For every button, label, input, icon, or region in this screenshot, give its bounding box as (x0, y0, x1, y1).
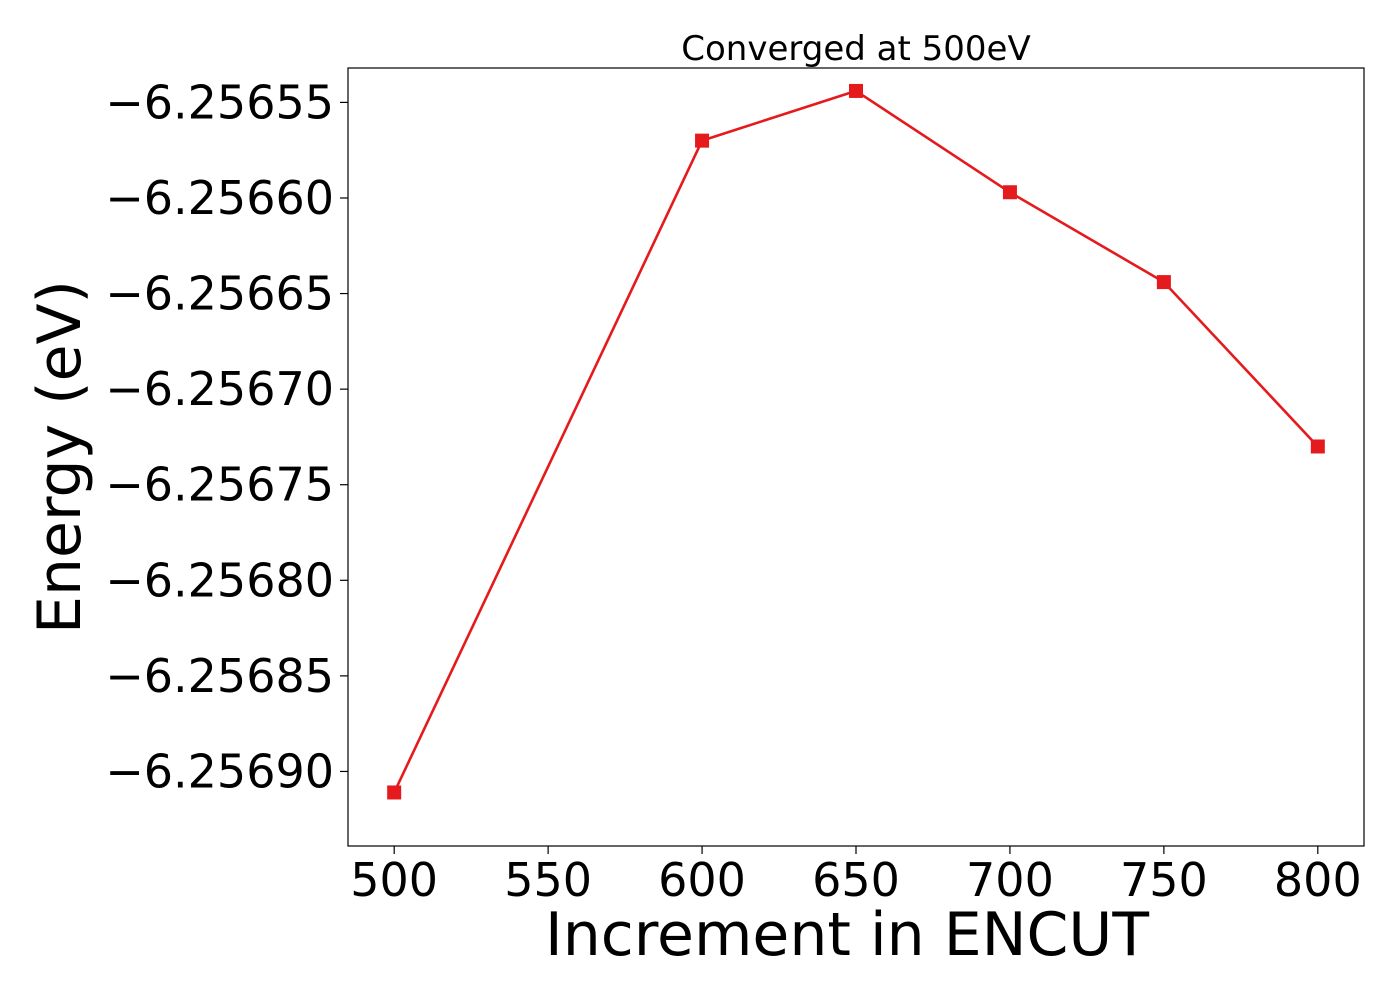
data-point-marker (387, 785, 402, 800)
x-tick-label: 500 (350, 853, 438, 907)
chart-title: Converged at 500eV (681, 29, 1030, 69)
data-point-marker (695, 133, 710, 148)
y-axis-label: Energy (eV) (25, 280, 95, 634)
y-axis-ticks: −6.25655 −6.25660 −6.25665 −6.25670 −6.25675… (105, 75, 348, 798)
x-tick-label: 650 (812, 853, 900, 907)
y-tick-label: −6.25660 (105, 171, 334, 225)
y-tick-label: −6.25680 (105, 553, 334, 607)
data-point-marker (1002, 185, 1017, 200)
series-line (393, 89, 1319, 794)
data-point-marker (1156, 275, 1171, 290)
x-axis-label: Increment in ENCUT (545, 900, 1149, 970)
y-tick-label: −6.25670 (105, 362, 334, 416)
x-tick-label: 600 (658, 853, 746, 907)
x-axis-ticks: 500 550 600 650 700 750 800 (350, 846, 1362, 907)
plot-area (387, 83, 1325, 800)
y-tick-label: −6.25685 (105, 649, 334, 703)
x-tick-label: 800 (1274, 853, 1362, 907)
y-tick-label: −6.25665 (105, 267, 334, 321)
y-tick-label: −6.25655 (105, 75, 334, 129)
data-point-marker (1310, 439, 1325, 454)
x-tick-label: 700 (966, 853, 1054, 907)
x-tick-label: 550 (504, 853, 592, 907)
y-tick-label: −6.25690 (105, 744, 334, 798)
x-tick-label: 750 (1120, 853, 1208, 907)
data-point-marker (849, 83, 863, 98)
y-tick-label: −6.25675 (105, 458, 334, 512)
